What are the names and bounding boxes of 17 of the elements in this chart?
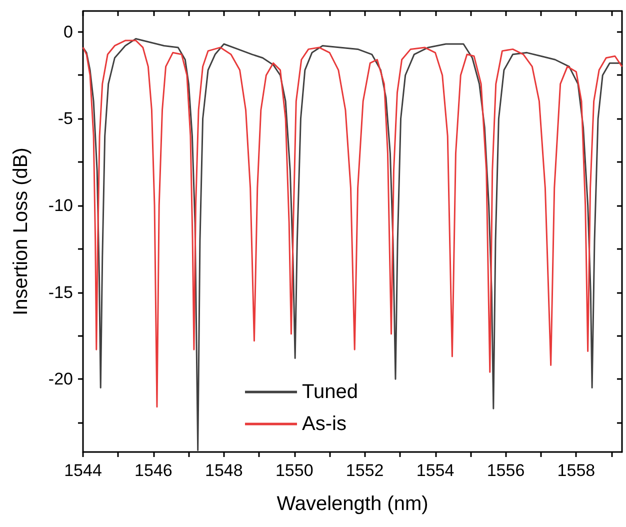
x-tick-label: 1548 <box>205 461 243 480</box>
legend-label: As-is <box>302 413 346 435</box>
x-axis-title: Wavelength (nm) <box>276 493 428 515</box>
x-tick-label: 1558 <box>557 461 596 480</box>
y-tick-label: -15 <box>48 282 73 302</box>
x-tick-label: 1556 <box>486 461 525 480</box>
y-tick-label: -20 <box>48 370 73 389</box>
y-axis-title: Insertion Loss (dB) <box>10 148 32 316</box>
x-tick-label: 1546 <box>134 461 172 480</box>
legend-label: Tuned <box>302 381 358 403</box>
x-tick-label: 1552 <box>346 461 384 480</box>
y-tick-label: -5 <box>58 109 73 128</box>
y-tick-label: -10 <box>48 196 73 215</box>
y-tick-label: 0 <box>64 22 73 42</box>
x-tick-label: 1544 <box>64 461 102 480</box>
x-tick-label: 1550 <box>275 461 314 480</box>
x-tick-label: 1554 <box>416 461 454 480</box>
